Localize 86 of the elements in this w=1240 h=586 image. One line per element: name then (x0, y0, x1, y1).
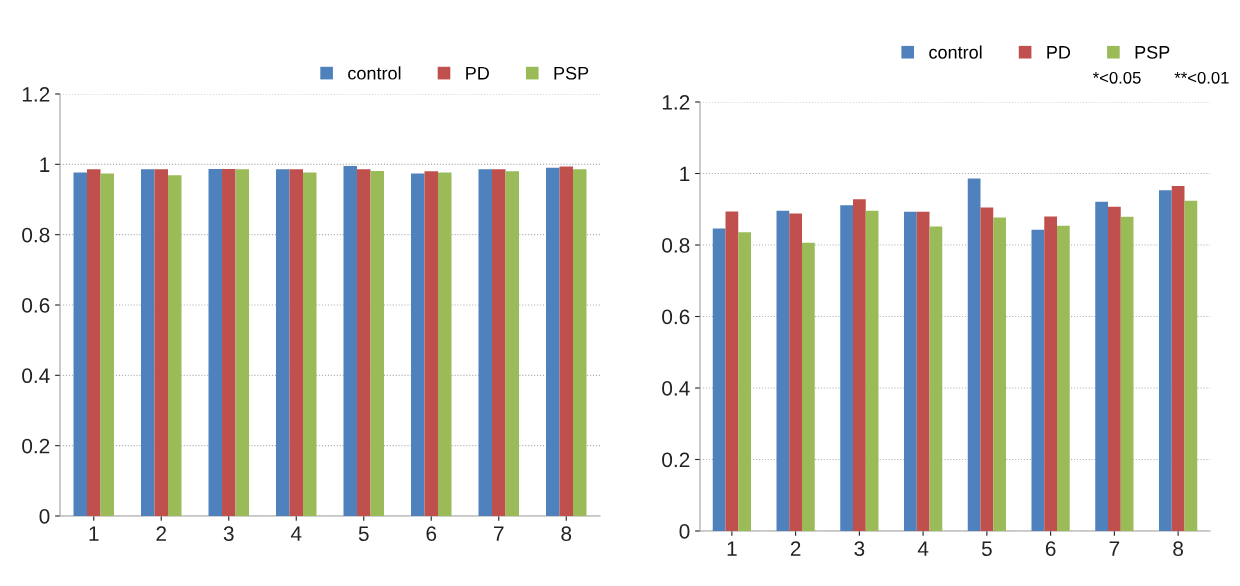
bar (100, 173, 114, 516)
bar (289, 169, 303, 516)
legend-label: PD (1047, 46, 1071, 59)
x-tick-label: 4 (290, 526, 302, 541)
bar (929, 226, 943, 531)
bar (1120, 216, 1134, 531)
x-tick-label: 3 (854, 541, 865, 557)
bar (357, 169, 371, 516)
bar (154, 169, 168, 516)
bar (840, 205, 853, 531)
legend-label: control (348, 66, 401, 80)
bar (343, 166, 357, 516)
legend-label: PD (466, 67, 489, 80)
y-tick-label: 1.2 (662, 95, 690, 110)
y-tick-label: 0.6 (22, 298, 50, 313)
bar (411, 173, 425, 516)
y-tick-label: 0.2 (22, 438, 50, 454)
bar (573, 169, 587, 516)
y-tick-label: 0.6 (662, 309, 690, 325)
bar (916, 211, 930, 531)
x-tick-label: 7 (1109, 541, 1120, 556)
bar (141, 169, 155, 516)
bar (776, 210, 790, 531)
x-tick-label: 8 (1173, 541, 1184, 557)
bar (208, 168, 222, 516)
bar (424, 171, 438, 516)
bar (1184, 200, 1198, 531)
text: *<0.05 (1092, 71, 1141, 84)
bar (73, 172, 87, 516)
x-tick-label: 6 (426, 526, 437, 542)
legend-label: PSP (554, 66, 589, 80)
bar (904, 211, 917, 531)
bar (993, 217, 1006, 531)
bar (546, 167, 560, 516)
bar (1095, 201, 1108, 531)
bar (802, 242, 815, 531)
bar (505, 171, 519, 516)
x-tick-label: 1 (89, 526, 99, 541)
x-tick-label: 5 (358, 526, 369, 542)
bar (559, 166, 573, 516)
y-tick-label: 0.4 (662, 381, 690, 396)
bar (1159, 190, 1172, 531)
bar (725, 211, 739, 531)
bar (712, 228, 726, 531)
text: **<0.01 (1174, 71, 1229, 84)
y-tick-label: 0.4 (22, 368, 50, 384)
bar (222, 168, 236, 516)
bar (438, 172, 452, 516)
legend-label: control (929, 45, 982, 59)
y-tick-label: 0.2 (662, 452, 690, 468)
bar (967, 178, 981, 531)
x-tick-label: 2 (790, 541, 801, 556)
bar (1108, 206, 1121, 531)
bar (1057, 225, 1070, 531)
y-tick-label: 0 (679, 524, 690, 539)
bar (478, 169, 492, 516)
bar (168, 175, 182, 516)
bar (980, 207, 994, 531)
bar (87, 169, 101, 516)
x-tick-label: 5 (981, 541, 992, 557)
bar (276, 169, 290, 516)
legend-label: PSP (1135, 45, 1170, 59)
bar (303, 172, 317, 516)
y-tick-label: 0 (39, 509, 50, 524)
bar (235, 169, 249, 516)
bar (1031, 229, 1045, 531)
bar (1044, 216, 1057, 531)
x-tick-label: 3 (223, 526, 234, 542)
bar (492, 169, 506, 516)
y-tick-label: 0.8 (22, 227, 50, 243)
y-tick-label: 1.2 (22, 87, 50, 102)
x-tick-label: 1 (727, 541, 737, 556)
x-tick-label: 2 (156, 526, 166, 541)
y-tick-label: 0.8 (662, 238, 690, 253)
bar (738, 232, 751, 531)
y-tick-label: 1 (680, 166, 690, 182)
x-tick-label: 7 (494, 526, 504, 541)
x-tick-label: 6 (1045, 541, 1056, 557)
bar (1171, 186, 1185, 531)
bar (865, 210, 879, 531)
x-tick-label: 4 (917, 541, 929, 556)
y-tick-label: 1 (40, 157, 50, 172)
bar (789, 213, 802, 531)
x-tick-label: 8 (561, 526, 572, 542)
bar (370, 171, 384, 516)
bar (853, 199, 866, 531)
